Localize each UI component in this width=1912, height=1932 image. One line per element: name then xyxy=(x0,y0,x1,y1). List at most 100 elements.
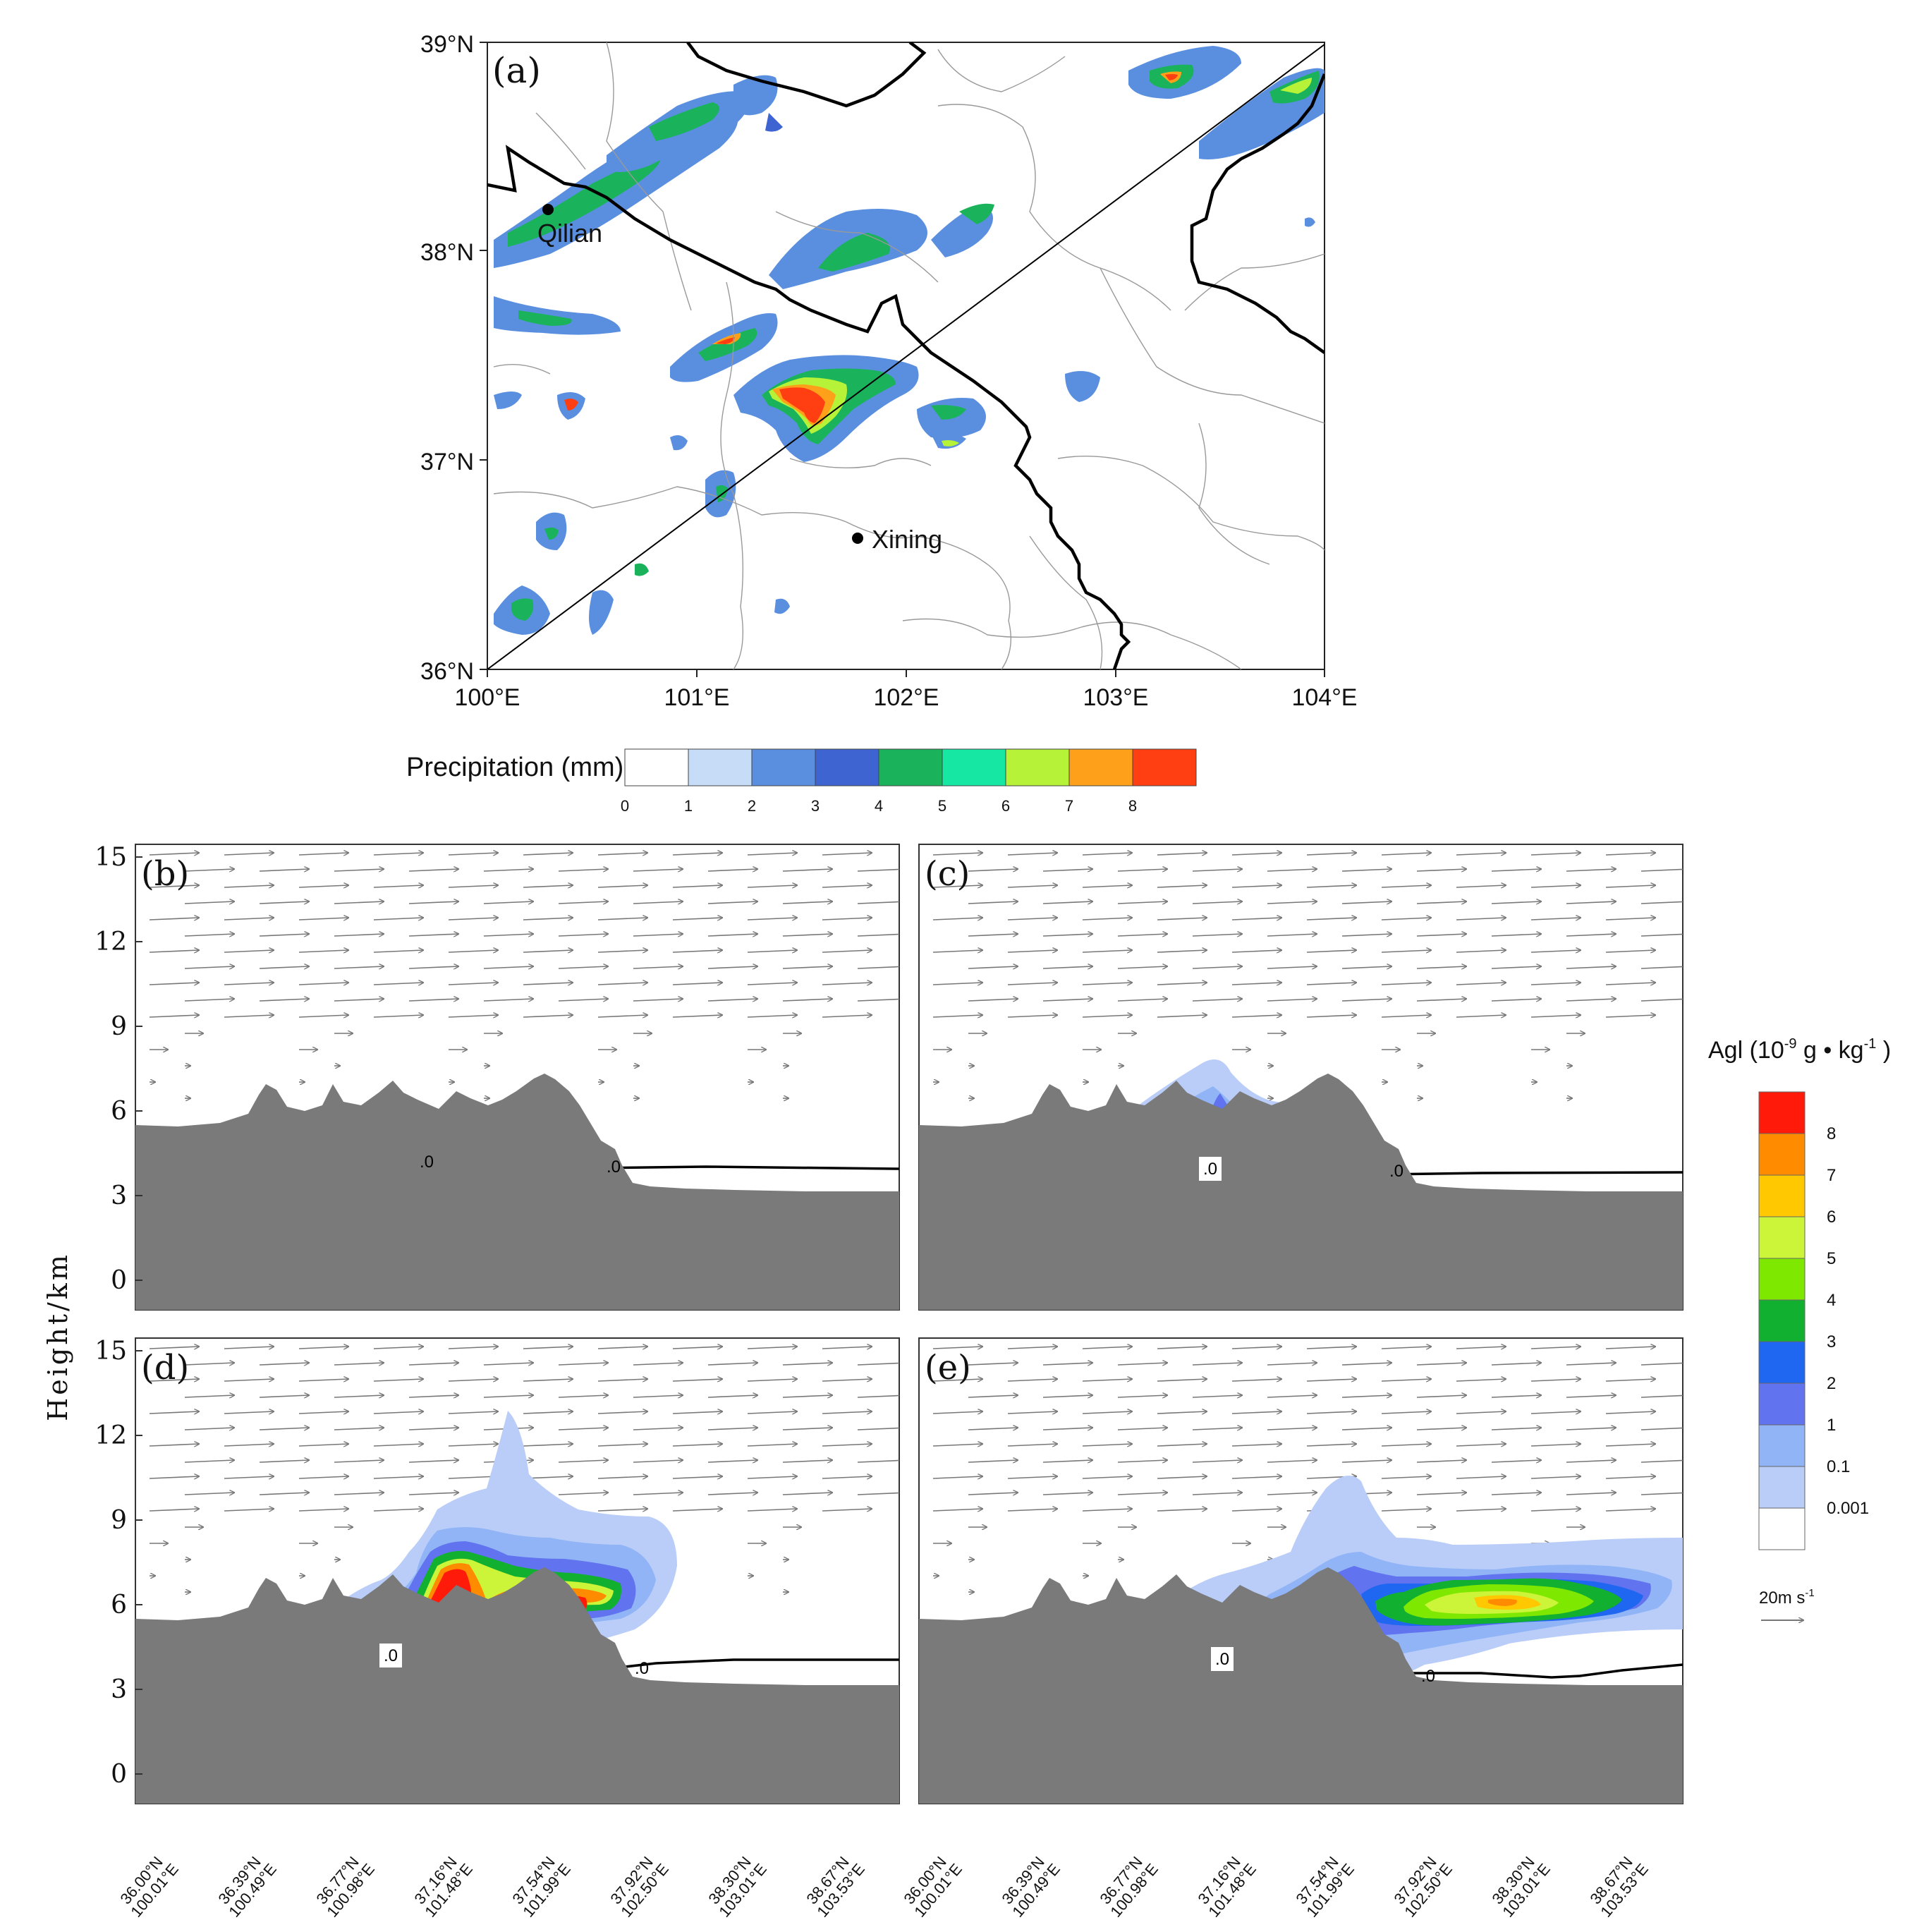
wind-vector-43 xyxy=(1157,918,1207,920)
wind-vector-49 xyxy=(1605,1411,1655,1414)
wind-vector-26 xyxy=(597,885,647,887)
wind-vector-88 xyxy=(747,1476,797,1478)
wind-vector-8 xyxy=(747,1347,797,1349)
wind-vector-18 xyxy=(1566,1363,1616,1365)
wind-vector-69 xyxy=(1605,950,1655,952)
wind-vector-79 xyxy=(857,966,899,969)
wind-vector-106 xyxy=(597,1015,647,1017)
wind-vector-15 xyxy=(1341,869,1392,871)
wind-vector-9 xyxy=(1605,1347,1655,1349)
wind-vector-40 xyxy=(932,1411,982,1414)
agl-tick-2: 6 xyxy=(1827,1208,1836,1227)
wind-vector-36 xyxy=(633,1395,683,1397)
wind-vector-72 xyxy=(334,966,384,968)
wind-vector-69 xyxy=(822,950,872,952)
wind-vector-25 xyxy=(1306,1379,1356,1381)
wind-vector-35 xyxy=(558,901,608,904)
wind-vector-70 xyxy=(968,966,1018,968)
wind-vector-94 xyxy=(1267,999,1317,1001)
wind-vector-109 xyxy=(822,1015,872,1017)
wind-vector-90 xyxy=(968,999,1018,1001)
wind-vector-17 xyxy=(707,1363,757,1365)
wind-vector-33 xyxy=(408,1395,458,1397)
wind-vector-74 xyxy=(1267,966,1317,968)
wind-vector-87 xyxy=(672,983,722,985)
wind-vector-52 xyxy=(1117,934,1167,936)
wind-vector-27 xyxy=(672,885,722,887)
terrain-e xyxy=(919,1567,1683,1804)
wind-vector-53 xyxy=(1192,934,1242,936)
precip-swatch-7 xyxy=(1068,748,1133,786)
wind-vector-65 xyxy=(523,950,573,952)
wind-vector-49 xyxy=(1605,918,1655,920)
wind-vector-99 xyxy=(1640,998,1683,1002)
wind-vector-63 xyxy=(373,950,423,952)
wind-vector-95 xyxy=(558,999,608,1001)
wind-vector-70 xyxy=(968,1460,1018,1462)
wind-vector-79 xyxy=(1640,966,1683,969)
wind-vector-15 xyxy=(558,869,608,871)
wind-vector-68 xyxy=(1530,1444,1581,1446)
wind-vector-62 xyxy=(1082,950,1132,952)
xining-marker xyxy=(852,533,863,544)
wind-vector-56 xyxy=(633,1428,683,1430)
isotherm-label-bg-e xyxy=(1211,1647,1234,1671)
wind-vector-50 xyxy=(184,934,234,936)
cross-section-line xyxy=(487,44,1325,669)
wind-vector-11 xyxy=(259,869,309,871)
agl-tick-0: 8 xyxy=(1827,1124,1836,1143)
wind-vector-16 xyxy=(1416,1363,1466,1365)
wind-vector-27 xyxy=(1456,1379,1506,1381)
wind-vector-78 xyxy=(782,966,832,968)
wind-vector-1 xyxy=(224,1347,274,1349)
wind-vector-89 xyxy=(822,983,872,985)
wind-vector-53 xyxy=(1192,1428,1242,1430)
height-tick-0-3: 6 xyxy=(111,1097,127,1126)
wind-vector-46 xyxy=(1381,1411,1431,1414)
wind-vector-48 xyxy=(1530,918,1581,920)
wind-vector-57 xyxy=(1491,934,1541,936)
precip-swatch-8 xyxy=(1132,748,1197,786)
wind-vector-71 xyxy=(259,966,309,968)
wind-vector-57 xyxy=(707,1428,757,1430)
wind-vector-41 xyxy=(1007,1411,1057,1414)
wind-vector-61 xyxy=(1007,1444,1057,1446)
wind-vector-42 xyxy=(1082,1411,1132,1414)
wind-vector-49 xyxy=(822,918,872,920)
height-tick-1-3: 6 xyxy=(111,1591,127,1620)
wind-vector-30 xyxy=(184,901,234,904)
wind-vector-41 xyxy=(224,918,274,920)
agl-colorbar: Agl (10-9 g • kg-1 ) 8 7 6 5 4 3 2 1 0.1 0.001 20… xyxy=(1708,1036,1891,1620)
wind-vector-73 xyxy=(408,966,458,968)
lat-tick-38: 38°N xyxy=(420,239,474,266)
wind-vector-86 xyxy=(597,983,647,985)
wind-vector-48 xyxy=(747,1411,797,1414)
panel-label-a: (a) xyxy=(492,50,541,91)
agl-colorbar-ticks: 8 7 6 5 4 3 2 1 0.1 0.001 xyxy=(1827,1124,1869,1518)
panel-label-d: (d) xyxy=(141,1348,189,1387)
wind-vector-21 xyxy=(224,1379,274,1381)
agl-swatch-10 xyxy=(1758,1507,1806,1550)
wind-vector-31 xyxy=(259,1395,309,1397)
wind-vector-41 xyxy=(224,1411,274,1414)
wind-vector-2 xyxy=(298,853,348,855)
agl-swatch-0 xyxy=(1758,1091,1806,1134)
wind-vector-83 xyxy=(373,983,423,985)
agl-swatch-9 xyxy=(1758,1466,1806,1509)
agl-colorbar-title: Agl (10-9 g • kg-1 ) xyxy=(1708,1036,1891,1064)
wind-vector-106 xyxy=(1381,1509,1431,1511)
wind-vector-18 xyxy=(782,1363,832,1365)
wind-vector-56 xyxy=(1416,1428,1466,1430)
precip-tick-1: 1 xyxy=(684,797,693,815)
wind-vector-9 xyxy=(822,1347,872,1349)
wind-vector-23 xyxy=(1157,1379,1207,1381)
wind-vector-43 xyxy=(373,918,423,920)
wind-vector-98 xyxy=(782,1493,832,1495)
wind-vector-71 xyxy=(1042,1460,1092,1462)
wind-vector-54 xyxy=(1267,1428,1317,1430)
wind-vector-95 xyxy=(1341,999,1392,1001)
wind-vector-103 xyxy=(1157,1015,1207,1017)
wind-vector-70 xyxy=(184,1460,234,1462)
wind-vector-107 xyxy=(1456,1015,1506,1017)
wind-vector-107 xyxy=(1456,1509,1506,1511)
